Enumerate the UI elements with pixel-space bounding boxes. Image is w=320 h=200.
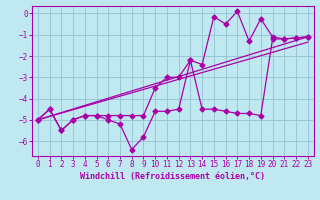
X-axis label: Windchill (Refroidissement éolien,°C): Windchill (Refroidissement éolien,°C)	[80, 172, 265, 181]
